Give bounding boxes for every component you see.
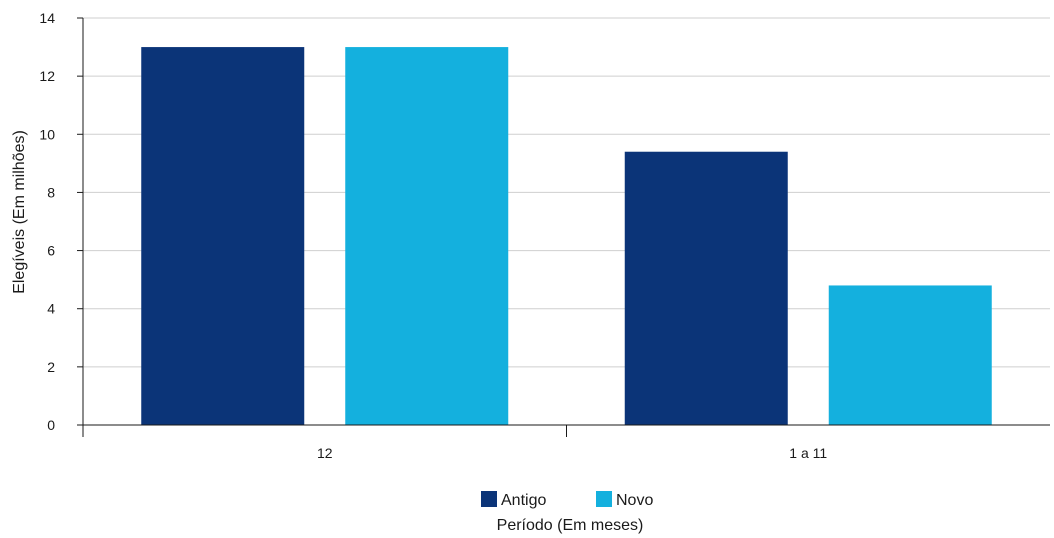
bar-novo-1 [828, 285, 992, 425]
x-axis-title: Período (Em meses) [497, 517, 644, 534]
x-tick-labels: 12 1 a 11 [317, 445, 827, 461]
y-tick-label: 8 [47, 184, 55, 200]
legend: Antigo Novo [481, 491, 653, 509]
legend-label: Novo [616, 492, 653, 509]
y-tick-labels: 0 2 4 6 8 10 12 14 [39, 10, 55, 433]
x-tick-label: 1 a 11 [789, 445, 827, 461]
bar-antigo-1 [624, 151, 788, 425]
y-tick-label: 6 [47, 243, 55, 259]
y-axis-title: Elegíveis (Em milhões) [11, 130, 28, 294]
legend-swatch [481, 491, 497, 507]
y-tick-label: 14 [39, 10, 55, 26]
y-tick-label: 0 [47, 417, 55, 433]
legend-item-antigo: Antigo [481, 491, 546, 509]
bar-antigo-0 [141, 47, 305, 425]
y-tick-label: 12 [39, 68, 55, 84]
bar-novo-0 [345, 47, 509, 425]
legend-item-novo: Novo [596, 491, 653, 509]
y-tick-label: 2 [47, 359, 55, 375]
axes [77, 17, 1050, 437]
bars [141, 47, 992, 425]
y-tick-label: 4 [47, 301, 55, 317]
y-tick-label: 10 [39, 126, 55, 142]
x-tick-label: 12 [317, 445, 333, 461]
legend-label: Antigo [501, 492, 546, 509]
legend-swatch [596, 491, 612, 507]
